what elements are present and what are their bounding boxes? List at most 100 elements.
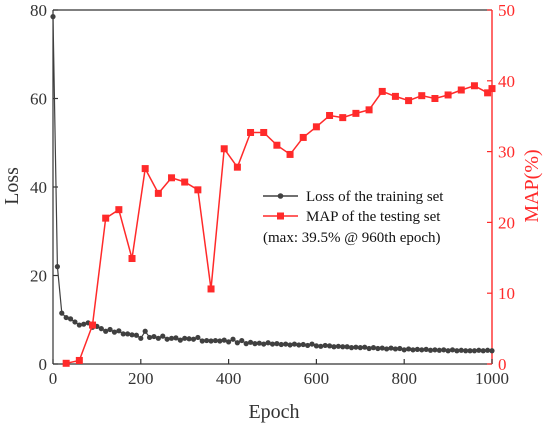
loss-data-point xyxy=(480,348,486,354)
x-tick-label: 1000 xyxy=(475,369,509,388)
loss-data-point xyxy=(116,328,122,334)
loss-data-point xyxy=(160,333,166,339)
loss-data-point xyxy=(436,347,442,353)
loss-data-point xyxy=(296,342,302,348)
loss-data-point xyxy=(269,341,276,347)
loss-data-point xyxy=(103,328,109,334)
loss-data-point xyxy=(340,344,346,350)
loss-data-point xyxy=(388,345,394,351)
map-series-line xyxy=(66,84,493,365)
loss-data-point xyxy=(405,346,412,352)
y-left-tick-label: 80 xyxy=(30,1,47,20)
loss-data-point xyxy=(168,335,175,341)
map-data-point xyxy=(168,174,176,182)
loss-data-point xyxy=(186,336,192,342)
map-data-point xyxy=(233,163,241,171)
loss-data-point xyxy=(489,348,495,354)
map-data-point xyxy=(470,82,478,90)
loss-data-point xyxy=(432,347,438,353)
loss-data-point xyxy=(59,310,65,316)
loss-data-point xyxy=(309,341,315,347)
loss-data-point xyxy=(463,348,469,354)
loss-data-point xyxy=(212,337,219,344)
loss-data-point xyxy=(313,343,319,349)
loss-data-point xyxy=(111,329,118,335)
loss-data-point xyxy=(98,326,104,332)
y-right-axis-title: MAP(%) xyxy=(521,149,543,222)
legend-max-annotation: (max: 39.5% @ 960th epoch) xyxy=(263,230,441,246)
x-tick-label: 200 xyxy=(128,369,154,388)
loss-data-point xyxy=(146,334,153,341)
loss-data-point xyxy=(458,347,464,353)
loss-data-point xyxy=(261,341,267,347)
map-data-point xyxy=(418,92,426,100)
loss-data-point xyxy=(414,346,420,352)
loss-data-point xyxy=(226,339,232,345)
y-left-tick-label: 60 xyxy=(30,90,47,109)
loss-data-point xyxy=(362,344,368,350)
loss-data-point xyxy=(107,326,113,333)
loss-data-point xyxy=(331,344,337,350)
loss-data-point xyxy=(72,319,78,325)
loss-data-point xyxy=(476,347,482,353)
x-tick-label: 0 xyxy=(49,369,58,388)
map-data-point xyxy=(115,206,123,214)
loss-data-point xyxy=(125,331,131,337)
map-data-point xyxy=(457,86,465,94)
loss-data-point xyxy=(256,340,262,346)
loss-data-point xyxy=(485,347,491,353)
loss-data-point xyxy=(155,335,161,341)
loss-data-point xyxy=(195,334,201,341)
y-right-tick-label: 10 xyxy=(498,284,515,303)
loss-data-point xyxy=(239,337,245,344)
loss-data-point xyxy=(129,332,135,338)
map-data-point xyxy=(484,89,492,97)
loss-data-point xyxy=(357,345,363,351)
loss-data-point xyxy=(384,346,390,352)
y-left-axis-title: Loss xyxy=(1,167,23,205)
map-data-point xyxy=(141,165,149,173)
loss-data-point xyxy=(76,322,82,328)
loss-data-point xyxy=(375,345,381,352)
map-data-point xyxy=(260,128,268,136)
map-data-point xyxy=(220,145,228,153)
map-data-point xyxy=(286,150,294,158)
y-right-tick-label: 30 xyxy=(498,143,515,162)
y-left-tick-label: 40 xyxy=(30,178,47,197)
y-right-tick-label: 20 xyxy=(498,213,515,232)
map-data-point xyxy=(488,85,496,93)
map-data-point xyxy=(62,359,70,367)
x-axis-title: Epoch xyxy=(248,401,299,423)
loss-data-point xyxy=(397,345,403,352)
map-data-point xyxy=(154,189,162,197)
loss-data-point xyxy=(300,341,306,348)
map-data-point xyxy=(352,109,360,117)
loss-data-point xyxy=(344,344,350,350)
loss-data-point xyxy=(243,341,249,347)
loss-data-point xyxy=(230,336,236,342)
loss-data-point xyxy=(419,347,425,353)
map-data-point xyxy=(247,128,255,136)
loss-series-layer xyxy=(50,14,495,354)
loss-data-point xyxy=(278,341,284,348)
map-data-point xyxy=(326,111,334,119)
map-data-point xyxy=(312,123,320,131)
loss-data-point xyxy=(164,336,170,342)
loss-data-point xyxy=(142,328,148,334)
loss-data-point xyxy=(318,343,324,349)
loss-data-point xyxy=(204,337,210,344)
loss-data-point xyxy=(291,341,298,347)
loss-data-point xyxy=(305,342,311,349)
y-right-tick-label: 40 xyxy=(498,72,515,91)
loss-data-point xyxy=(265,340,271,346)
map-data-point xyxy=(444,91,452,99)
map-data-point xyxy=(181,178,189,186)
loss-data-point xyxy=(199,338,205,344)
x-tick-label: 400 xyxy=(216,369,242,388)
legend-map-label: MAP of the testing set xyxy=(306,209,441,225)
legend-loss-label: Loss of the training set xyxy=(306,189,444,205)
loss-data-point xyxy=(54,264,60,270)
loss-data-point xyxy=(247,339,254,345)
